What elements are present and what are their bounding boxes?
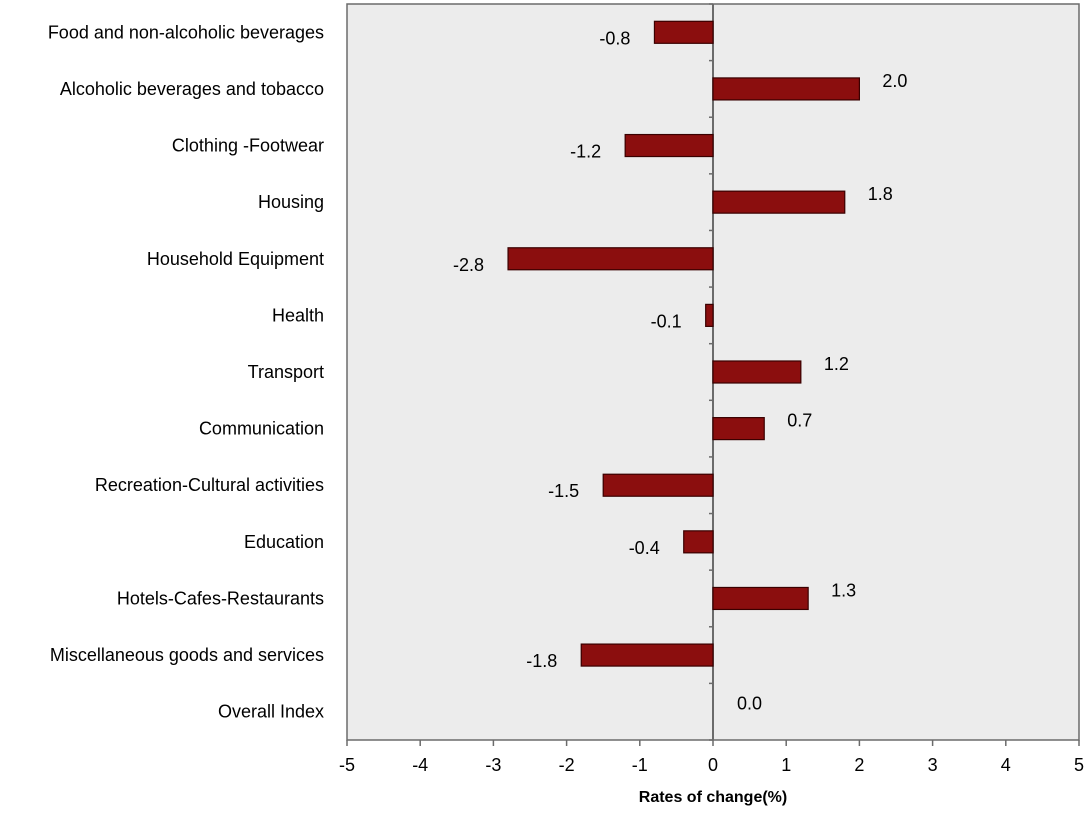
- bar: [712, 190, 846, 214]
- bar: [712, 360, 802, 384]
- category-label: Education: [244, 532, 324, 552]
- category-label: Miscellaneous goods and services: [50, 645, 324, 665]
- x-tick-label: -5: [339, 755, 355, 775]
- data-label: 1.3: [831, 580, 856, 600]
- data-label: 1.8: [868, 184, 893, 204]
- bar: [683, 530, 714, 554]
- data-label: -0.8: [599, 28, 630, 48]
- data-label: 0.0: [737, 694, 762, 714]
- bar: [624, 133, 714, 158]
- category-label: Clothing -Footwear: [172, 136, 324, 156]
- bar: [712, 77, 860, 101]
- x-tick-label: 0: [708, 755, 718, 775]
- category-label: Hotels-Cafes-Restaurants: [117, 588, 324, 608]
- x-tick-label: -1: [632, 755, 648, 775]
- bar: [653, 20, 714, 44]
- data-label: -2.8: [453, 255, 484, 275]
- x-tick-label: -3: [485, 755, 501, 775]
- bar: [580, 643, 714, 667]
- data-label: -0.4: [629, 538, 660, 558]
- bar: [705, 303, 714, 327]
- x-tick-label: 1: [781, 755, 791, 775]
- category-label: Overall Index: [218, 702, 324, 722]
- bar: [507, 247, 714, 271]
- category-label: Food and non-alcoholic beverages: [48, 22, 324, 42]
- category-label: Recreation-Cultural activities: [95, 475, 324, 495]
- data-label: -1.8: [526, 651, 557, 671]
- data-label: 2.0: [882, 71, 907, 91]
- data-label: -1.5: [548, 481, 579, 501]
- category-label: Health: [272, 305, 324, 325]
- category-label: Alcoholic beverages and tobacco: [60, 79, 324, 99]
- data-label: -0.1: [651, 311, 682, 331]
- data-label: 1.2: [824, 354, 849, 374]
- category-label: Communication: [199, 419, 324, 439]
- bar: [712, 586, 809, 611]
- x-tick-label: 4: [1001, 755, 1011, 775]
- data-label: -1.2: [570, 142, 601, 162]
- x-tick-label: 5: [1074, 755, 1084, 775]
- bar: [602, 473, 714, 497]
- bar: [712, 417, 765, 441]
- category-label: Housing: [258, 192, 324, 212]
- category-label: Household Equipment: [147, 249, 324, 269]
- category-label: Transport: [248, 362, 324, 382]
- x-tick-label: 3: [928, 755, 938, 775]
- data-label: 0.7: [787, 411, 812, 431]
- x-tick-label: -4: [412, 755, 428, 775]
- x-tick-label: -2: [559, 755, 575, 775]
- x-tick-label: 2: [854, 755, 864, 775]
- x-axis-title: Rates of change(%): [639, 789, 787, 806]
